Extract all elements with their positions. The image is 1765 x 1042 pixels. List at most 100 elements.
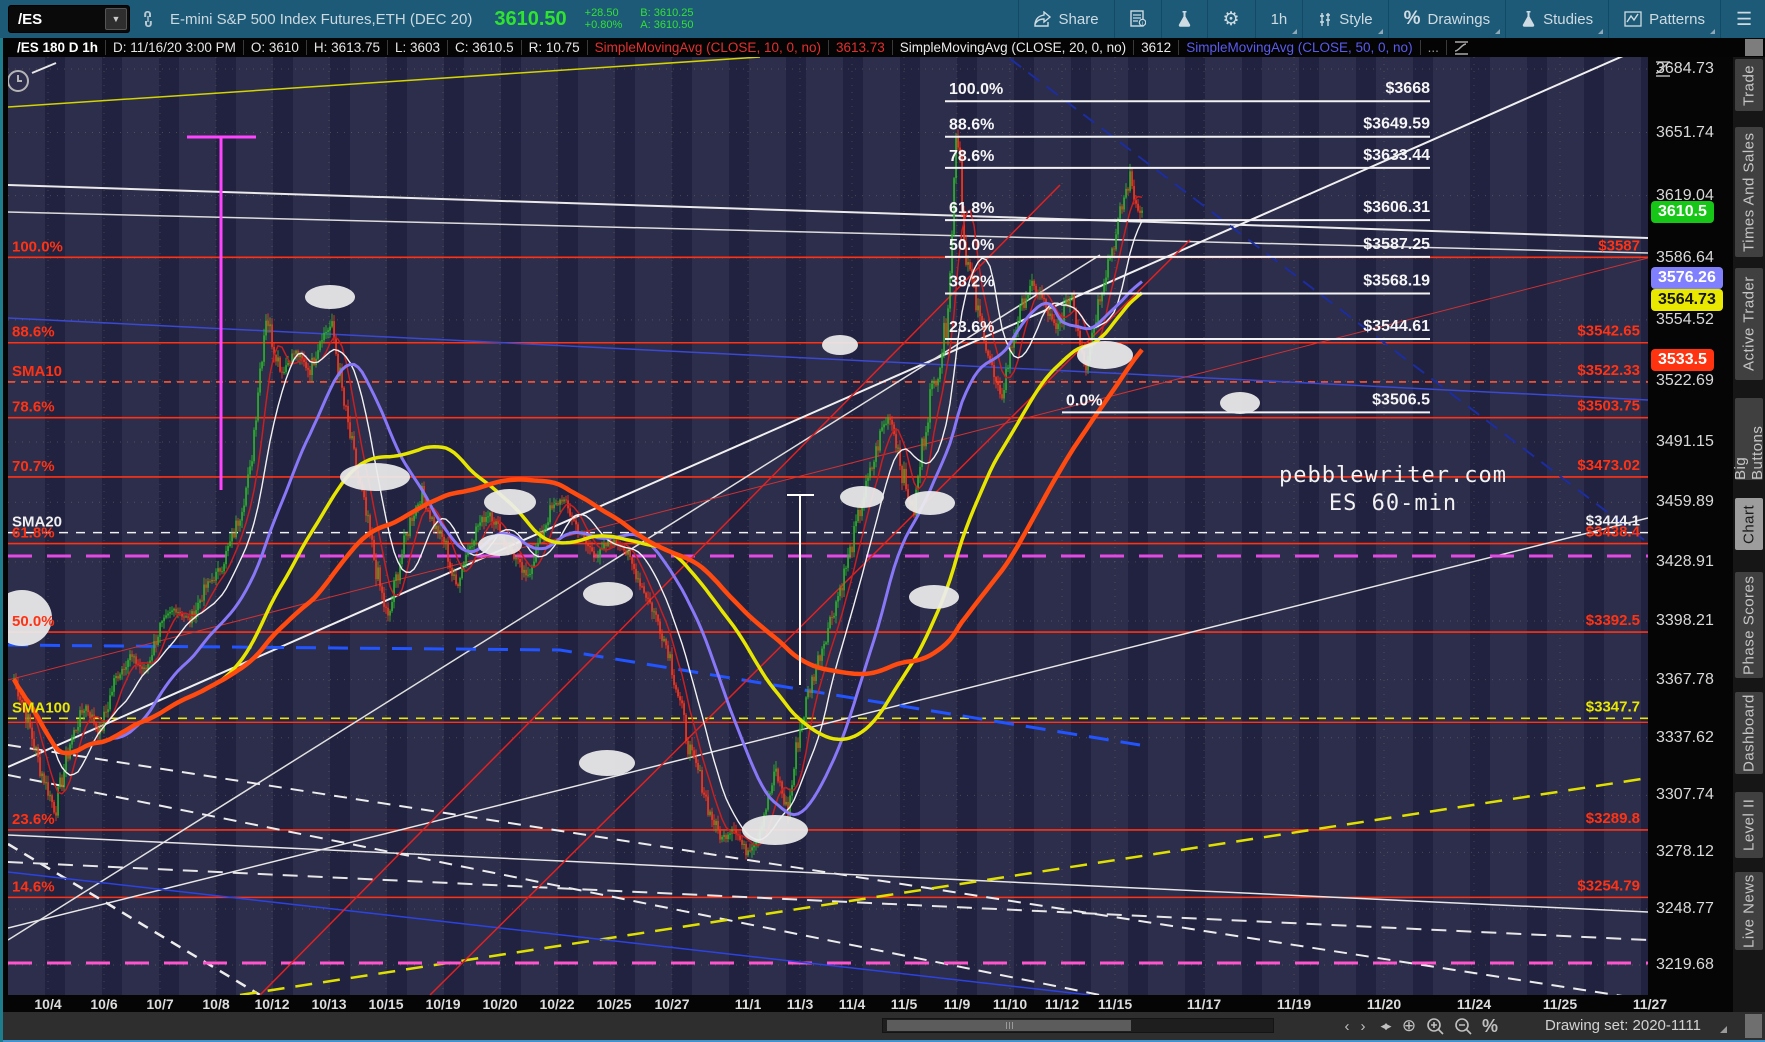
svg-text:$3649.59: $3649.59 [1363, 116, 1430, 133]
pan-icon[interactable]: ◂▸ [1380, 1018, 1391, 1033]
watermark: pebblewriter.com ES 60-min [1279, 463, 1506, 516]
crosshair-icon[interactable]: ⊕ [1401, 1016, 1417, 1035]
svg-text:70.7%: 70.7% [12, 458, 55, 475]
zoom-in-icon[interactable] [1422, 1012, 1448, 1040]
bid-value: B: 3610.25 [640, 7, 694, 19]
drawing-set-label[interactable]: Drawing set: 2020-1111 [1545, 1017, 1701, 1034]
axis-fit-icon[interactable] [1654, 60, 1680, 78]
price-axis-tick: 3278.12 [1656, 843, 1714, 861]
bid-ask-block: B: 3610.25 A: 3610.50 [640, 7, 693, 31]
chart-svg[interactable]: 100.0% $3587 88.6% $3542.65 SMA10 $3522.33 78.… [8, 57, 1648, 995]
date-axis-label: 11/20 [1366, 996, 1402, 1012]
svg-text:23.6%: 23.6% [12, 811, 55, 828]
patterns-dropdown[interactable]: Patterns [1611, 0, 1718, 38]
notes-button[interactable]: i [1117, 0, 1159, 38]
svg-text:$3587.25: $3587.25 [1363, 236, 1430, 253]
watermark-line2: ES 60-min [1329, 491, 1457, 516]
price-axis-tick: 3307.74 [1656, 786, 1714, 804]
sidebar-tab-times-and-sales[interactable]: Times And Sales [1735, 127, 1763, 257]
studies-dropdown[interactable]: Studies [1508, 0, 1606, 38]
white-downtrend-dash-1 [8, 744, 1623, 995]
svg-text:$3606.31: $3606.31 [1363, 199, 1430, 216]
blue-downtrend-1 [8, 317, 1648, 401]
interval-dropdown[interactable]: 1h [1258, 0, 1301, 38]
svg-text:SMA10: SMA10 [12, 363, 62, 380]
ohlc-field: L: 3603 [388, 40, 449, 55]
sidebar-tab-chart[interactable]: Chart [1735, 498, 1763, 550]
white-resistance-1 [8, 184, 1648, 239]
red-channel-steep-1 [259, 184, 1061, 995]
toolbar-menu-button[interactable]: ☰ [1723, 0, 1765, 38]
date-axis-label: 10/15 [368, 996, 404, 1012]
share-icon [1033, 11, 1051, 27]
svg-text:$3392.5: $3392.5 [1586, 612, 1640, 629]
symbol-dropdown-arrow-icon[interactable]: ▼ [105, 8, 127, 30]
panel-corner-button[interactable] [1745, 39, 1763, 56]
date-axis-label: 10/22 [539, 996, 575, 1012]
percent-scale-icon[interactable]: % [1481, 1015, 1498, 1036]
svg-text:$3633.44: $3633.44 [1363, 147, 1430, 164]
drawings-dropdown[interactable]: % Drawings [1391, 0, 1503, 38]
ohlc-fields: D: 11/16/20 3:00 PM O: 3610 H: 3613.75 L: 3… [106, 40, 588, 55]
sidebar-tab-trade[interactable]: Trade [1735, 59, 1763, 111]
ask-value: A: 3610.50 [640, 19, 694, 31]
zoom-out-icon[interactable] [1450, 1012, 1476, 1040]
style-dropdown[interactable]: Style [1305, 0, 1385, 38]
svg-text:$3568.19: $3568.19 [1363, 273, 1430, 290]
auto-scale-icon[interactable] [1453, 40, 1477, 56]
price-axis-tick: 3428.91 [1656, 552, 1714, 570]
price-axis-tick: 3684.73 [1656, 60, 1714, 77]
price-axis[interactable]: 3684.73 3651.74 3619.04 3586.64 3554.52 3522.… [1648, 57, 1733, 1012]
date-axis-label: 11/10 [992, 996, 1028, 1012]
studies-readout: SimpleMovingAvg (CLOSE, 10, 0, no) 3613.7… [588, 40, 1421, 55]
price-badge: 3576.26 [1651, 266, 1723, 289]
drawing-set-dropdown-icon[interactable] [1720, 1026, 1727, 1033]
svg-text:100.0%: 100.0% [949, 81, 1003, 98]
date-axis-label: 11/15 [1097, 996, 1133, 1012]
hamburger-icon: ☰ [1736, 8, 1753, 29]
chart-ohlc-header: /ES 180 D 1h D: 11/16/20 3:00 PM O: 3610 H… [0, 38, 1765, 57]
svg-text:$3254.79: $3254.79 [1577, 877, 1640, 894]
date-axis-label: 10/6 [90, 996, 118, 1012]
study-label[interactable]: SimpleMovingAvg (CLOSE, 50, 0, no) [1179, 40, 1421, 55]
ma-line-sma50 [12, 280, 1143, 817]
svg-text:$3506.5: $3506.5 [1372, 391, 1430, 408]
price-change-pct: +0.80% [584, 19, 623, 31]
sidebar-tab-active-trader[interactable]: Active Trader [1735, 268, 1763, 380]
share-button[interactable]: Share [1021, 0, 1112, 38]
scroll-left-icon[interactable]: ‹ [1344, 1017, 1350, 1035]
symbol-input[interactable]: /ES ▼ [8, 5, 130, 33]
svg-text:$3522.33: $3522.33 [1577, 362, 1640, 379]
chart-scrollbar-thumb[interactable] [887, 1020, 1131, 1031]
instrument-description: E-mini S&P 500 Index Futures,ETH (DEC 20… [170, 10, 473, 28]
red-uptrend-gentle [8, 257, 1648, 681]
chart-canvas[interactable]: 100.0% $3587 88.6% $3542.65 SMA10 $3522.33 78.… [8, 57, 1648, 995]
sidebar-tab-phase-scores[interactable]: Phase Scores [1735, 572, 1763, 678]
sidebar-tab-live-news[interactable]: Live News [1735, 872, 1763, 950]
sidebar-tab-dashboard[interactable]: Dashboard [1735, 692, 1763, 774]
svg-text:$3347.7: $3347.7 [1586, 698, 1640, 715]
chart-style-icon [1320, 12, 1331, 26]
statusbar-corner-button[interactable] [1745, 1014, 1762, 1038]
scroll-right-icon[interactable]: › [1360, 1017, 1366, 1035]
analyze-button[interactable] [1164, 0, 1205, 38]
svg-text:61.8%: 61.8% [949, 200, 994, 217]
date-axis-label: 10/7 [146, 996, 174, 1012]
study-label[interactable]: SimpleMovingAvg (CLOSE, 10, 0, no) [588, 40, 829, 55]
sidebar-tab-big-buttons[interactable]: Big Buttons [1732, 398, 1765, 480]
study-value: 3612 [1134, 40, 1180, 55]
date-axis[interactable]: 10/4 10/6 10/7 10/8 10/12 10/13 10/15 10/19 10/2… [8, 995, 1733, 1012]
sidebar-tab-level-ii[interactable]: Level II [1735, 792, 1763, 858]
chart-scrollbar[interactable] [882, 1018, 1274, 1033]
symbol-value: /ES [18, 10, 43, 28]
flask-icon [1178, 11, 1190, 27]
svg-text:50.0%: 50.0% [949, 237, 994, 254]
gear-icon: ⚙ [1222, 8, 1240, 30]
date-axis-label: 11/24 [1456, 996, 1492, 1012]
window-border-bottom [0, 1040, 1765, 1042]
date-axis-label: 11/5 [890, 996, 918, 1012]
study-label[interactable]: SimpleMovingAvg (CLOSE, 20, 0, no) [893, 40, 1135, 55]
settings-button[interactable]: ⚙ [1210, 0, 1253, 38]
link-icon[interactable] [138, 9, 158, 29]
svg-text:$3503.75: $3503.75 [1577, 398, 1640, 415]
